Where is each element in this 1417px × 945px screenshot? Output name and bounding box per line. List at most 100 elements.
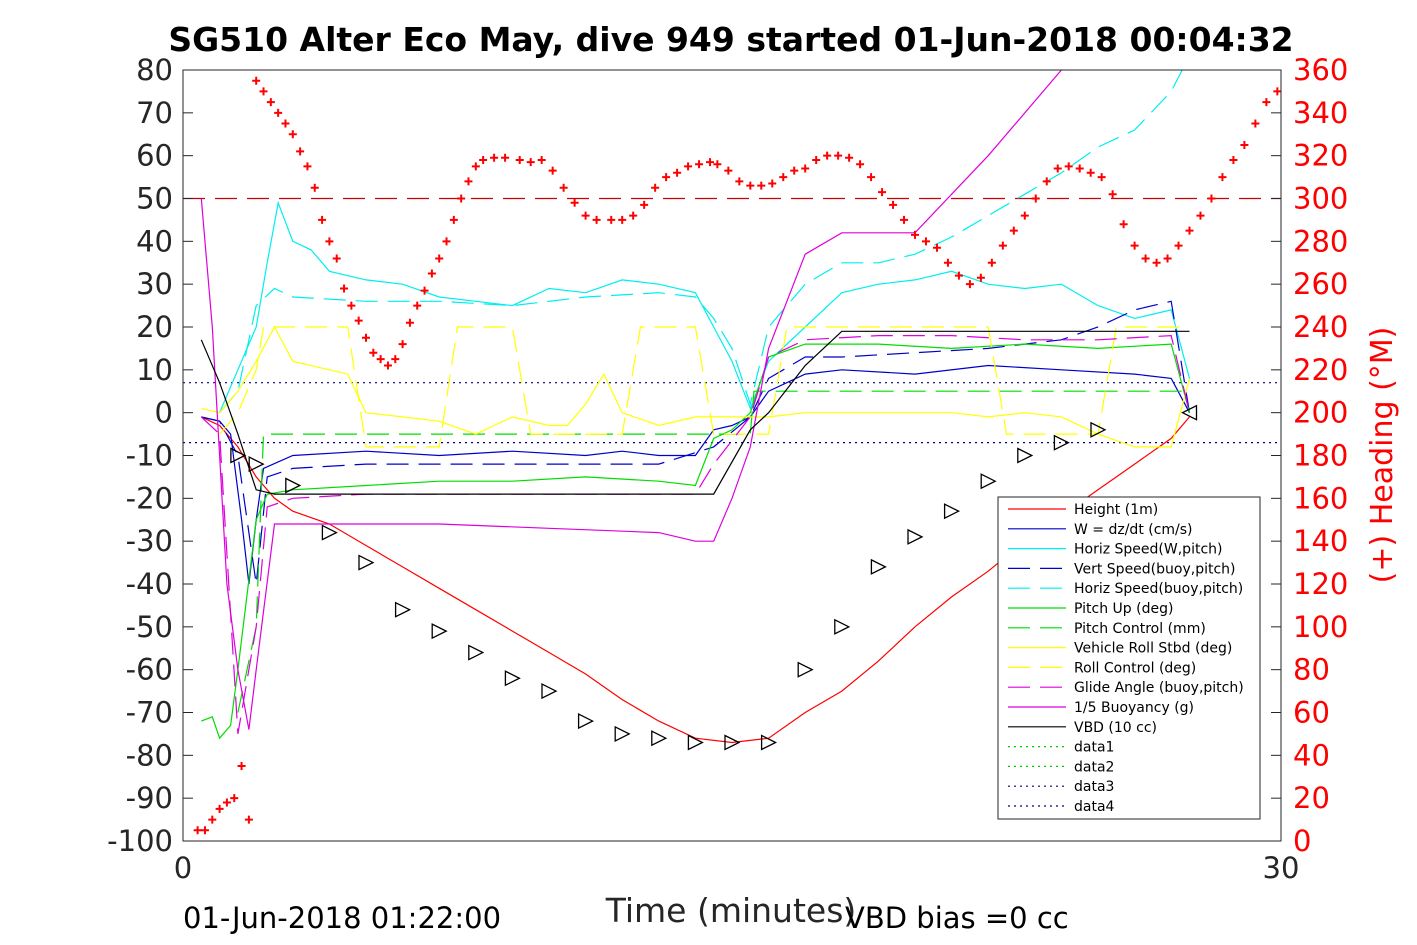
heading-marker bbox=[1086, 168, 1095, 177]
x-axis: 0 30 bbox=[174, 831, 1299, 885]
heading-marker bbox=[790, 166, 799, 175]
heading-marker bbox=[559, 183, 568, 192]
y2-tick-label: 80 bbox=[1293, 653, 1330, 687]
y2-tick-label: 160 bbox=[1293, 481, 1348, 515]
heading-marker bbox=[296, 147, 305, 156]
dive-marker bbox=[468, 644, 485, 661]
heading-marker bbox=[479, 155, 488, 164]
y2-tick-label: 100 bbox=[1293, 610, 1348, 644]
heading-marker bbox=[354, 316, 363, 325]
heading-marker bbox=[449, 215, 458, 224]
legend-box bbox=[997, 496, 1261, 820]
heading-marker bbox=[303, 162, 312, 171]
left-y-axis: -100-90-80-70-60-50-40-30-20-10010203040… bbox=[107, 53, 1281, 858]
legend-label: Horiz Speed(buoy,pitch) bbox=[1074, 581, 1243, 597]
heading-marker bbox=[405, 318, 414, 327]
y-tick-label: -20 bbox=[126, 481, 173, 515]
heading-marker bbox=[274, 108, 283, 117]
heading-marker bbox=[954, 271, 963, 280]
heading-marker bbox=[706, 158, 715, 167]
y-tick-label: -40 bbox=[126, 567, 173, 601]
dive-marker bbox=[431, 623, 448, 640]
heading-marker bbox=[845, 153, 854, 162]
heading-marker bbox=[812, 155, 821, 164]
legend-label: data2 bbox=[1074, 759, 1114, 775]
heading-marker bbox=[259, 87, 268, 96]
y-tick-label: 0 bbox=[155, 396, 173, 430]
heading-marker bbox=[457, 194, 466, 203]
y2-tick-label: 200 bbox=[1293, 396, 1348, 430]
heading-marker bbox=[215, 804, 224, 813]
heading-marker bbox=[376, 355, 385, 364]
heading-marker bbox=[1196, 211, 1205, 220]
x-tick-label: 0 bbox=[174, 851, 192, 885]
heading-marker bbox=[490, 153, 499, 162]
heading-marker bbox=[383, 361, 392, 370]
heading-marker bbox=[662, 173, 671, 182]
y-tick-label: -10 bbox=[126, 439, 173, 473]
legend-label: Roll Control (deg) bbox=[1074, 660, 1196, 676]
heading-marker bbox=[222, 798, 231, 807]
heading-marker bbox=[340, 284, 349, 293]
heading-marker bbox=[618, 215, 627, 224]
y-tick-label: 30 bbox=[136, 267, 173, 301]
legend-label: data1 bbox=[1074, 740, 1114, 756]
heading-marker bbox=[537, 155, 546, 164]
legend-label: data3 bbox=[1074, 779, 1114, 795]
heading-marker bbox=[413, 301, 422, 310]
dive-marker bbox=[577, 713, 595, 730]
heading-marker bbox=[266, 98, 275, 107]
climb-marker bbox=[1053, 434, 1070, 451]
footer-vbd-bias: VBD bias =0 cc bbox=[845, 901, 1069, 935]
heading-marker bbox=[867, 173, 876, 182]
heading-marker bbox=[724, 166, 733, 175]
heading-marker bbox=[998, 241, 1007, 250]
heading-marker bbox=[526, 158, 535, 167]
legend-label: Vehicle Roll Stbd (deg) bbox=[1074, 641, 1232, 657]
heading-marker bbox=[592, 215, 601, 224]
heading-marker bbox=[442, 237, 451, 246]
heading-marker bbox=[1119, 220, 1128, 229]
y2-tick-label: 260 bbox=[1293, 267, 1348, 301]
heading-marker bbox=[965, 280, 974, 289]
y-tick-label: -60 bbox=[126, 653, 173, 687]
plot-area bbox=[183, 70, 1281, 835]
heading-marker bbox=[515, 155, 524, 164]
heading-marker bbox=[834, 151, 843, 160]
climb-marker bbox=[943, 503, 961, 520]
climb-marker bbox=[834, 618, 851, 635]
heading-marker bbox=[1185, 226, 1194, 235]
heading-marker bbox=[1075, 164, 1084, 173]
heading-marker bbox=[435, 254, 444, 263]
heading-marker bbox=[1053, 164, 1062, 173]
legend-label: Pitch Up (deg) bbox=[1074, 601, 1173, 617]
heading-marker bbox=[288, 130, 297, 139]
y2-tick-label: 220 bbox=[1293, 353, 1348, 387]
climb-marker bbox=[870, 558, 887, 575]
y2-tick-label: 180 bbox=[1293, 439, 1348, 473]
dive-marker bbox=[724, 734, 741, 751]
heading-marker bbox=[768, 179, 777, 188]
y-tick-label: -30 bbox=[126, 524, 173, 558]
heading-marker bbox=[889, 200, 898, 209]
y2-tick-label: 40 bbox=[1293, 738, 1330, 772]
right-y-axis: 0 20 40 60 80 100 120 140 160 180 200 220 240 260 280 3… bbox=[1293, 53, 1348, 858]
heading-marker bbox=[1251, 119, 1260, 128]
heading-marker bbox=[230, 794, 239, 803]
heading-marker bbox=[746, 181, 755, 190]
heading-marker bbox=[347, 301, 356, 310]
climb-marker bbox=[1090, 421, 1107, 438]
heading-marker bbox=[1152, 258, 1161, 267]
y-tick-label: -70 bbox=[126, 696, 173, 730]
heading-marker bbox=[911, 230, 919, 239]
climb-marker bbox=[760, 734, 778, 751]
plot-content bbox=[183, 70, 1281, 835]
y-tick-label: 80 bbox=[136, 53, 173, 87]
heading-marker bbox=[878, 188, 887, 197]
y-tick-label: -50 bbox=[126, 610, 173, 644]
heading-marker bbox=[629, 211, 638, 220]
chart-title: SG510 Alter Eco May, dive 949 started 01… bbox=[168, 20, 1293, 59]
y-tick-label: 10 bbox=[136, 353, 173, 387]
heading-marker bbox=[369, 348, 378, 357]
heading-marker bbox=[1097, 173, 1106, 182]
